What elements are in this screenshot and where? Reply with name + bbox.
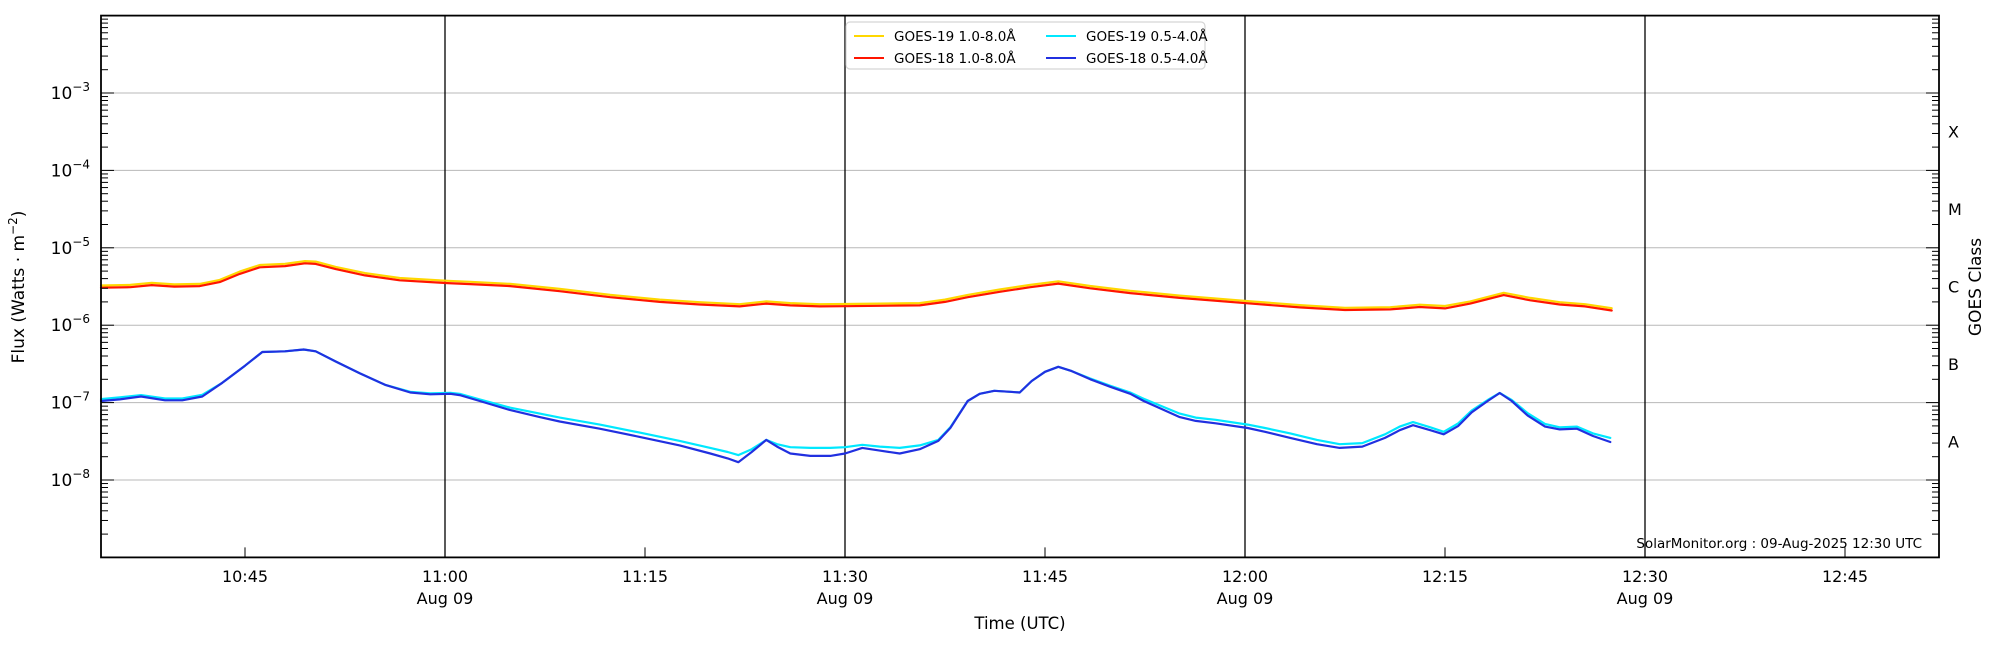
y-tick-label: 10−8 (51, 467, 90, 491)
x-tick-label: 12:45 (1822, 567, 1868, 586)
legend-label: GOES-18 0.5-4.0Å (1086, 50, 1208, 67)
goes-class-letter: M (1948, 200, 1962, 219)
x-tick-label: 12:15 (1422, 567, 1468, 586)
goes-class-letter: B (1948, 355, 1959, 374)
series-goes18-long (99, 262, 1613, 312)
day-lines (444, 15, 1646, 558)
x-tick-label: 11:45 (1022, 567, 1068, 586)
y-tick-label: 10−4 (51, 157, 90, 181)
x-tick-sublabel: Aug 09 (1217, 589, 1274, 608)
y-gridlines (101, 92, 1939, 481)
legend-item-goes18-long: GOES-18 1.0-8.0Å (854, 50, 1016, 67)
goes-class-labels: X M C B A (1948, 123, 1962, 452)
legend-label: GOES-19 1.0-8.0Å (894, 28, 1016, 45)
y-tick-label: 10−5 (51, 235, 90, 259)
legend-box (845, 21, 1206, 70)
series-goes18-short (99, 348, 1612, 464)
x-tick-sublabel: Aug 09 (417, 589, 474, 608)
y-tick-label: 10−3 (51, 80, 90, 104)
goes-class-letter: X (1948, 123, 1959, 142)
x-tick-label: 11:00 (422, 567, 468, 586)
plot-border (100, 14, 1940, 559)
x-tick-label: 10:45 (222, 567, 268, 586)
x-tick-labels: 10:45 11:00 Aug 09 11:15 11:30 Aug 09 11:45 12:… (222, 567, 1868, 608)
goes-class-letter: A (1948, 432, 1959, 451)
axis-ticks (101, 18, 1939, 558)
right-axis-title: GOES Class (1966, 238, 1986, 336)
y-axis-title: Flux (Watts · m−2) (6, 211, 29, 364)
y-tick-labels: 10−3 10−4 10−5 10−6 10−7 10−8 (51, 80, 90, 491)
x-tick-label: 12:30 (1622, 567, 1668, 586)
series-goes19-long (99, 260, 1613, 310)
legend-item-goes19-long: GOES-19 1.0-8.0Å (854, 28, 1016, 45)
legend-item-goes18-short: GOES-18 0.5-4.0Å (1046, 50, 1208, 67)
attribution-text: SolarMonitor.org : 09-Aug-2025 12:30 UTC (1636, 536, 1922, 552)
y-tick-label: 10−7 (51, 390, 90, 414)
x-tick-label: 12:00 (1222, 567, 1268, 586)
x-tick-label: 11:15 (622, 567, 668, 586)
y-tick-label: 10−6 (51, 312, 90, 336)
x-tick-sublabel: Aug 09 (817, 589, 874, 608)
x-tick-label: 11:30 (822, 567, 868, 586)
x-axis-title: Time (UTC) (973, 614, 1065, 633)
legend: GOES-19 1.0-8.0Å GOES-18 1.0-8.0Å GOES-19 … (845, 21, 1208, 70)
goes-class-letter: C (1948, 278, 1959, 297)
x-tick-sublabel: Aug 09 (1617, 589, 1674, 608)
legend-item-goes19-short: GOES-19 0.5-4.0Å (1046, 28, 1208, 45)
legend-label: GOES-19 0.5-4.0Å (1086, 28, 1208, 45)
legend-label: GOES-18 1.0-8.0Å (894, 50, 1016, 67)
